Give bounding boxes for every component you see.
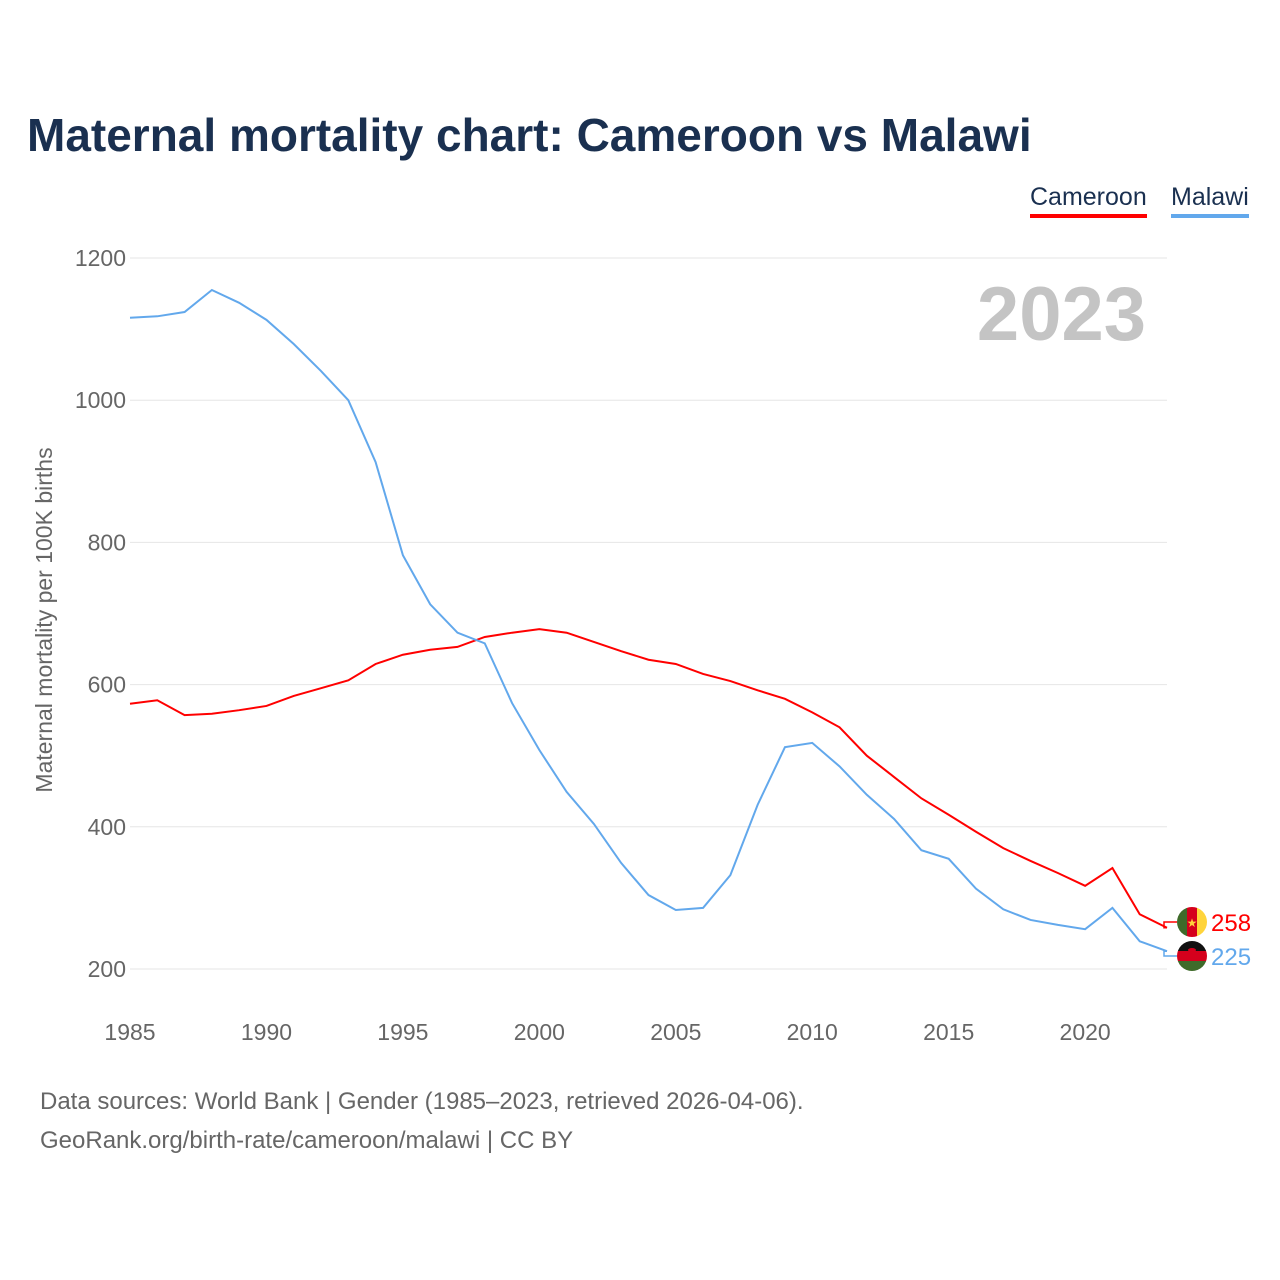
y-tick-label: 800 — [88, 529, 126, 555]
chart-title: Maternal mortality chart: Cameroon vs Ma… — [27, 109, 1032, 161]
x-tick-label: 2005 — [650, 1019, 701, 1045]
end-value-label: 225 — [1211, 944, 1251, 971]
end-connector — [1163, 921, 1177, 929]
year-label: 2023 — [977, 272, 1146, 357]
x-tick-label: 1985 — [104, 1019, 155, 1045]
series-line-malawi — [129, 288, 1168, 953]
y-tick-label: 1000 — [75, 387, 126, 413]
cameroon-flag-icon: ★ — [1177, 907, 1207, 937]
y-axis-label: Maternal mortality per 100K births — [31, 447, 57, 792]
y-tick-label: 600 — [88, 672, 126, 698]
x-tick-label: 1990 — [241, 1019, 292, 1045]
footer-sources: Data sources: World Bank | Gender (1985–… — [40, 1088, 804, 1115]
end-value-label: 258 — [1211, 910, 1251, 937]
y-tick-label: 1200 — [75, 245, 126, 271]
footer-link[interactable]: GeoRank.org/birth-rate/cameroon/malawi |… — [40, 1127, 574, 1154]
svg-text:★: ★ — [1187, 916, 1198, 930]
x-tick-label: 2000 — [514, 1019, 565, 1045]
y-tick-label: 400 — [88, 814, 126, 840]
x-tick-label: 1995 — [377, 1019, 428, 1045]
malawi-flag-icon — [1177, 941, 1207, 971]
legend-malawi[interactable]: Malawi — [1171, 183, 1249, 218]
series-line-cameroon — [129, 628, 1168, 929]
end-connector — [1163, 950, 1177, 957]
x-tick-label: 2020 — [1060, 1019, 1111, 1045]
legend-cameroon[interactable]: Cameroon — [1030, 183, 1147, 218]
x-tick-label: 2010 — [787, 1019, 838, 1045]
x-tick-label: 2015 — [923, 1019, 974, 1045]
y-tick-label: 200 — [88, 956, 126, 982]
